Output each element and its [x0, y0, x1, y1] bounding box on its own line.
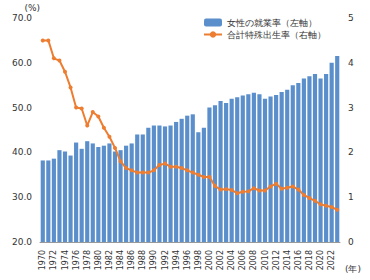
svg-text:1982: 1982: [105, 250, 114, 270]
svg-text:1990: 1990: [149, 250, 158, 270]
svg-text:2010: 2010: [261, 250, 270, 270]
svg-text:合計特殊出生率（右軸）: 合計特殊出生率（右軸）: [227, 30, 326, 40]
svg-text:2000: 2000: [205, 250, 214, 270]
svg-text:30.0: 30.0: [12, 192, 32, 202]
svg-text:4: 4: [348, 58, 354, 68]
svg-text:50.0: 50.0: [12, 103, 32, 113]
svg-text:5: 5: [348, 13, 354, 23]
svg-text:1994: 1994: [172, 250, 181, 270]
svg-text:1: 1: [348, 192, 354, 202]
svg-text:2014: 2014: [283, 250, 292, 270]
svg-text:1980: 1980: [94, 250, 103, 270]
svg-text:2022: 2022: [327, 250, 336, 270]
svg-text:1970: 1970: [38, 250, 47, 270]
svg-text:70.0: 70.0: [12, 13, 32, 23]
svg-text:(%): (%): [24, 3, 40, 13]
svg-text:女性の就業率（左軸）: 女性の就業率（左軸）: [227, 18, 317, 28]
svg-text:1996: 1996: [183, 250, 192, 270]
svg-text:(年): (年): [345, 264, 361, 274]
svg-text:2008: 2008: [249, 250, 258, 270]
svg-text:1998: 1998: [194, 250, 203, 270]
svg-text:0: 0: [348, 237, 354, 247]
svg-text:1974: 1974: [61, 250, 70, 270]
svg-text:20.0: 20.0: [12, 237, 32, 247]
svg-text:1976: 1976: [72, 250, 81, 270]
svg-text:1992: 1992: [161, 250, 170, 270]
svg-text:40.0: 40.0: [12, 147, 32, 157]
svg-text:1988: 1988: [138, 250, 147, 270]
svg-text:2002: 2002: [216, 250, 225, 270]
svg-text:2016: 2016: [294, 250, 303, 270]
svg-text:60.0: 60.0: [12, 58, 32, 68]
svg-text:2: 2: [348, 147, 354, 157]
svg-text:1978: 1978: [83, 250, 92, 270]
svg-text:2018: 2018: [305, 250, 314, 270]
svg-text:1986: 1986: [127, 250, 136, 270]
svg-text:2006: 2006: [238, 250, 247, 270]
svg-text:3: 3: [348, 103, 354, 113]
svg-text:2004: 2004: [227, 250, 236, 270]
svg-text:1984: 1984: [116, 250, 125, 270]
svg-text:1972: 1972: [49, 250, 58, 270]
svg-text:2012: 2012: [272, 250, 281, 270]
svg-text:2020: 2020: [316, 250, 325, 270]
